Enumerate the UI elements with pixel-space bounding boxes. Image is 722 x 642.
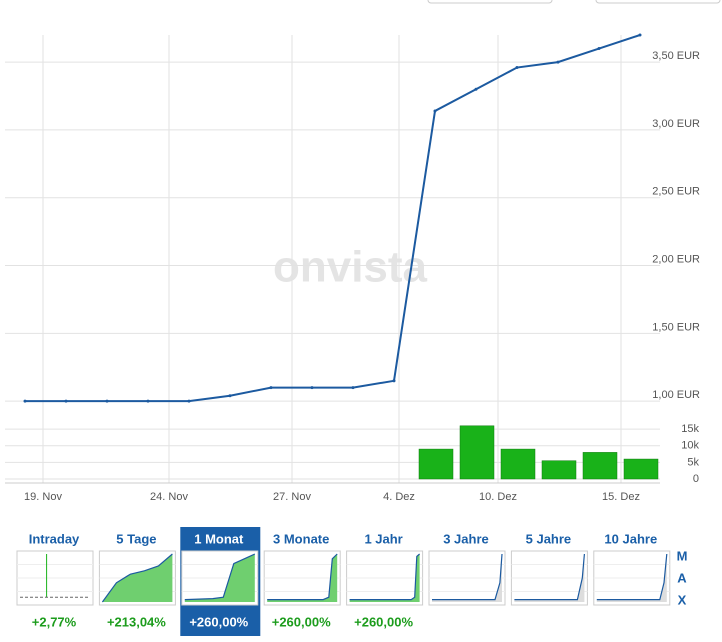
period-change: +260,00% [354,614,413,629]
price-point [228,394,232,398]
price-point [146,399,150,403]
x-tick-label: 4. Dez [383,491,415,503]
price-point [392,379,396,383]
volume-bar [582,452,618,480]
price-point [433,109,437,113]
y-tick-label: 15k [681,423,699,435]
thumbnail-line [349,553,420,601]
thumbnail-line [514,553,585,601]
period-label[interactable]: 10 Jahre [604,531,657,546]
thumbnail-line [596,553,668,601]
price-point [105,399,109,403]
period-label[interactable]: 1 Jahr [364,531,402,546]
period-change: +260,00% [272,614,331,629]
y-tick-label: 1,50 EUR [652,321,700,333]
x-tick-label: 24. Nov [150,491,188,503]
watermark: onvista [273,243,428,292]
y-tick-label: 0 [693,473,699,485]
y-tick-label: 10k [681,440,699,452]
price-point [269,386,273,390]
price-point [474,87,478,91]
period-label[interactable]: 3 Monate [273,531,329,546]
thumbnail-line [267,553,338,601]
y-tick-label: 3,00 EUR [652,118,700,130]
price-line [25,34,641,403]
thumbnail-line [184,553,256,601]
thumbnail-area [267,554,338,602]
period-label[interactable]: 3 Jahre [443,531,489,546]
price-point [23,399,27,403]
max-label[interactable]: X [678,592,687,607]
period-label[interactable]: 1 Monat [194,531,244,546]
thumbnail-area [102,554,173,602]
y-tick-label: 2,00 EUR [652,253,700,265]
price-point [597,47,601,51]
volume-bar [623,458,659,480]
period-change: +2,77% [32,614,77,629]
volume-bar [500,448,536,480]
period-change: +260,00% [189,614,248,629]
volume-bar [541,460,577,480]
max-label[interactable]: M [677,548,688,563]
period-label[interactable]: Intraday [29,531,80,546]
top-button[interactable] [427,0,553,4]
price-point [310,386,314,390]
period-label[interactable]: 5 Tage [116,531,156,546]
x-tick-label: 27. Nov [273,491,311,503]
price-point [187,399,191,403]
x-tick-label: 15. Dez [602,491,640,503]
price-point [638,33,642,37]
volume-bar [459,425,495,480]
y-tick-label: 5k [687,456,699,468]
price-point [515,66,519,70]
y-tick-label: 1,00 EUR [652,389,700,401]
x-tick-label: 10. Dez [479,491,517,503]
max-label[interactable]: A [677,570,687,585]
top-button[interactable] [595,0,721,4]
price-point [556,60,560,64]
thumbnail-line [101,553,173,603]
price-point [64,399,68,403]
thumbnail-line [432,553,503,601]
thumbnail-area [184,554,255,602]
x-tick-label: 19. Nov [24,491,62,503]
y-tick-label: 3,50 EUR [652,50,700,62]
period-label[interactable]: 5 Jahre [526,531,572,546]
y-tick-label: 2,50 EUR [652,186,700,198]
price-point [351,386,355,390]
period-change: +213,04% [107,614,166,629]
volume-bar [418,448,454,480]
